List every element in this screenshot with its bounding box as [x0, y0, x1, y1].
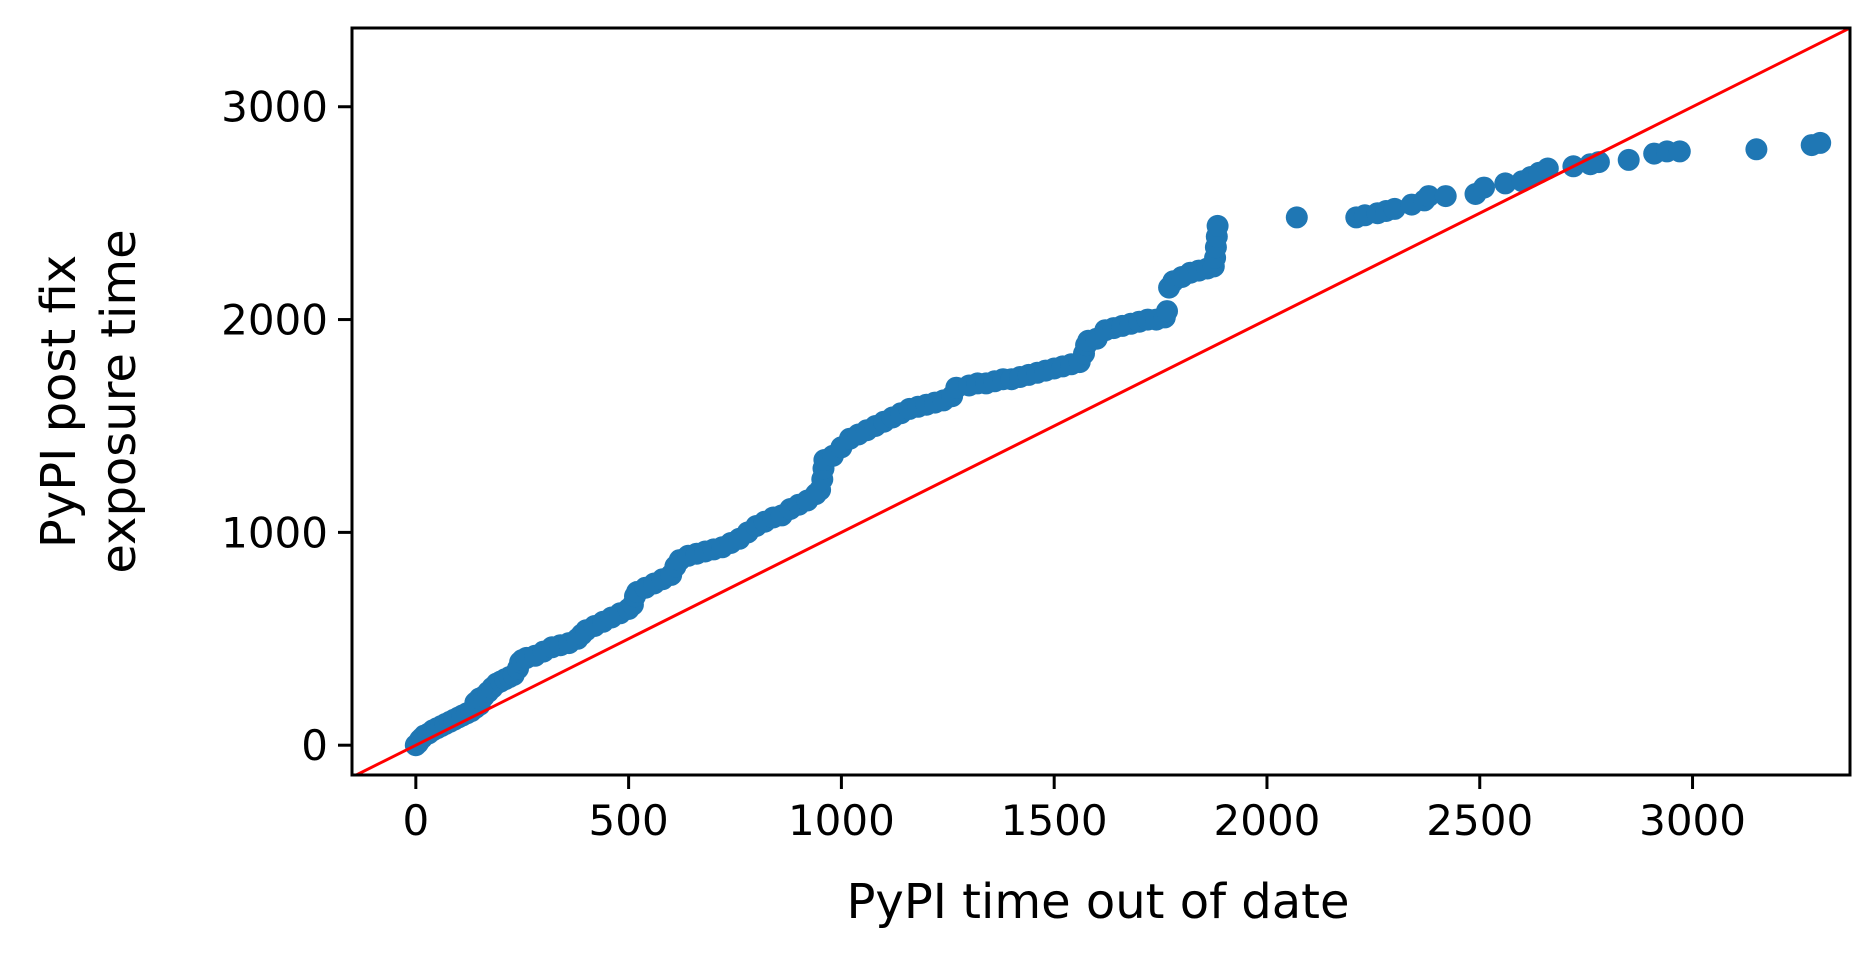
x-tick-label: 3000 [1639, 796, 1746, 845]
data-point [1285, 206, 1308, 229]
y-axis-label-line: PyPI post fix [31, 255, 87, 548]
reference-line [352, 28, 1850, 775]
y-axis-label-line: exposure time [91, 229, 147, 573]
data-point [1536, 157, 1559, 180]
x-tick-label: 2000 [1214, 796, 1321, 845]
data-point [1668, 140, 1691, 163]
data-point [1473, 176, 1495, 199]
data-point [1809, 131, 1832, 154]
x-tick-label: 2500 [1426, 796, 1533, 845]
x-tick-label: 500 [589, 796, 669, 845]
plot-area [352, 28, 1850, 775]
data-point [1745, 138, 1768, 161]
x-tick-label: 0 [402, 796, 429, 845]
y-tick-label: 2000 [221, 296, 328, 345]
data-point [1206, 214, 1229, 237]
y-tick-label: 3000 [221, 83, 328, 132]
data-point [1434, 185, 1457, 208]
y-tick-label: 0 [301, 721, 328, 770]
y-tick-label: 1000 [221, 508, 328, 557]
data-point [1383, 197, 1406, 220]
plot-frame [350, 26, 1852, 777]
x-tick-label: 1000 [788, 796, 895, 845]
data-point [1417, 185, 1440, 208]
x-tick-label: 1500 [1001, 796, 1108, 845]
data-point [1156, 300, 1178, 323]
data-point [1617, 148, 1640, 171]
chart-marks [352, 28, 1850, 775]
x-axis-label: PyPI time out of date [846, 874, 1349, 930]
data-point [1494, 172, 1517, 195]
chart-axes: 0 500 1000 1500 2000 2500 3000 0 1000 2000 3000 [221, 26, 1852, 845]
